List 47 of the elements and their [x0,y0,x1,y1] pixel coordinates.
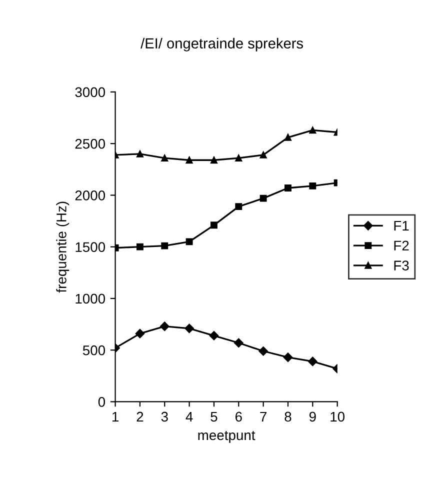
point [258,346,268,356]
legend-label: F2 [394,240,409,250]
y-tick-label: 3000 [75,87,106,98]
point [136,243,144,250]
y-tick-label: 2500 [75,138,106,149]
x-tick-label: 9 [309,412,316,422]
x-tick-label: 1 [112,412,118,422]
point [210,222,218,229]
point [260,151,267,158]
chart-title: /EI/ ongetrainde sprekers [140,38,303,52]
x-tick-label: 7 [260,412,266,422]
y-tick-label: 2000 [75,190,106,200]
x-tick-label: 3 [161,412,168,422]
x-tick-label: 8 [284,412,292,422]
y-tick-label: 500 [82,345,106,356]
point [284,184,292,192]
x-axis-title: meetpunt [198,431,256,443]
y-axis-title: frequentie (Hz) [56,202,70,293]
point [235,203,242,210]
point [260,194,267,202]
x-tick-label: 2 [136,412,144,422]
point [161,154,168,162]
point [309,126,316,134]
x-tick-label: 6 [235,412,242,422]
point [136,150,144,158]
point [184,324,194,334]
point [210,156,218,164]
legend-label: F3 [394,260,409,270]
point [161,242,168,250]
y-tick-label: 1500 [76,242,106,252]
point [135,328,145,338]
point [309,182,316,190]
y-tick-label: 0 [98,397,106,407]
point [283,352,293,362]
y-tick-label: 1000 [76,294,106,304]
point [308,356,318,366]
point [234,338,244,348]
legend-label: F1 [394,220,409,231]
point [186,238,193,246]
point [186,156,193,164]
x-tick-label: 5 [210,412,218,422]
x-tick-label: 10 [330,412,345,422]
x-tick-label: 4 [186,412,193,422]
point [284,134,292,141]
point [160,322,170,331]
point [209,331,219,340]
point [235,154,242,162]
